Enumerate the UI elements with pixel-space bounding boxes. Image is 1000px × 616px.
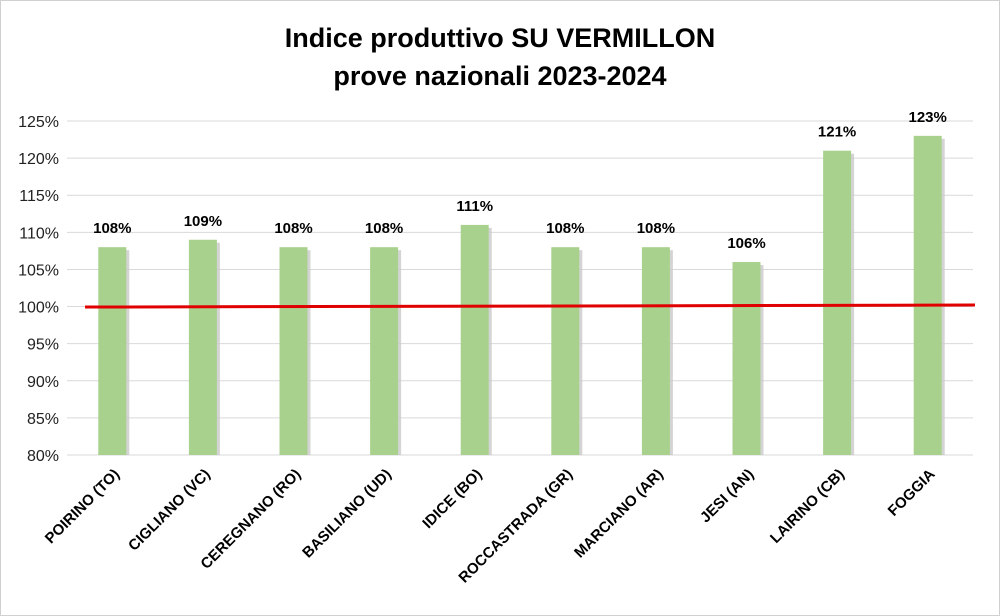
y-tick-label: 100% xyxy=(18,300,59,317)
x-tick-label: LAIRINO (CB) xyxy=(767,466,848,547)
x-tick-label: IDICE (BO) xyxy=(419,466,485,532)
bars xyxy=(98,135,945,455)
y-tick-label: 90% xyxy=(27,374,59,391)
x-tick-label: BASILIANO (UD) xyxy=(299,466,395,562)
y-tick-label: 115% xyxy=(19,188,59,205)
y-tick-label: 120% xyxy=(18,151,59,168)
data-label: 108% xyxy=(365,220,403,237)
bar xyxy=(732,262,761,455)
data-label: 106% xyxy=(727,235,765,252)
x-tick-label: CEREGNANO (RO) xyxy=(197,466,304,573)
data-labels: 108% 109% 108% 108% 111% 108% 108% 106% 121% 123% xyxy=(93,109,947,252)
x-tick-label: POIRINO (TO) xyxy=(42,466,123,547)
data-label: 121% xyxy=(818,124,856,141)
x-tick-label: FOGGIA xyxy=(885,466,939,520)
y-tick-label: 125% xyxy=(18,114,59,131)
data-label: 109% xyxy=(184,213,222,230)
y-tick-label: 110% xyxy=(19,225,59,242)
x-axis-ticks: POIRINO (TO) CIGLIANO (VC)CEREGNANO (RO)B… xyxy=(42,466,939,587)
y-tick-label: 80% xyxy=(27,448,59,465)
data-label: 108% xyxy=(93,220,131,237)
y-tick-label: 95% xyxy=(27,337,59,354)
data-label: 108% xyxy=(546,220,584,237)
y-axis-ticks: 80% 85% 90% 95% 100% 105% 110% 115% 120% 125% xyxy=(18,114,59,465)
reference-line xyxy=(84,303,976,309)
bar xyxy=(188,239,217,455)
y-tick-label: 85% xyxy=(27,411,59,428)
x-tick-label: MARCIANO (AR) xyxy=(571,466,667,562)
chart-title-line-1: Indice produttivo SU VERMILLON xyxy=(285,23,716,53)
data-label: 108% xyxy=(274,220,312,237)
chart-title-line-2: prove nazionali 2023-2024 xyxy=(333,61,666,91)
bar xyxy=(98,247,127,455)
reference-line-layer xyxy=(84,303,976,309)
data-label: 108% xyxy=(637,220,675,237)
x-tick-label: CIGLIANO (VC) xyxy=(125,466,214,555)
data-label: 111% xyxy=(456,198,493,215)
y-tick-label: 105% xyxy=(18,262,59,279)
bar xyxy=(551,247,580,455)
bar xyxy=(913,135,942,455)
bar xyxy=(641,247,670,455)
bar xyxy=(370,247,399,455)
chart-title: Indice produttivo SU VERMILLON prove naz… xyxy=(285,23,716,91)
bar xyxy=(460,224,489,455)
data-label: 123% xyxy=(909,109,947,126)
bar xyxy=(279,247,308,455)
x-tick-label: JESI (AN) xyxy=(697,466,757,526)
bar xyxy=(823,150,852,455)
